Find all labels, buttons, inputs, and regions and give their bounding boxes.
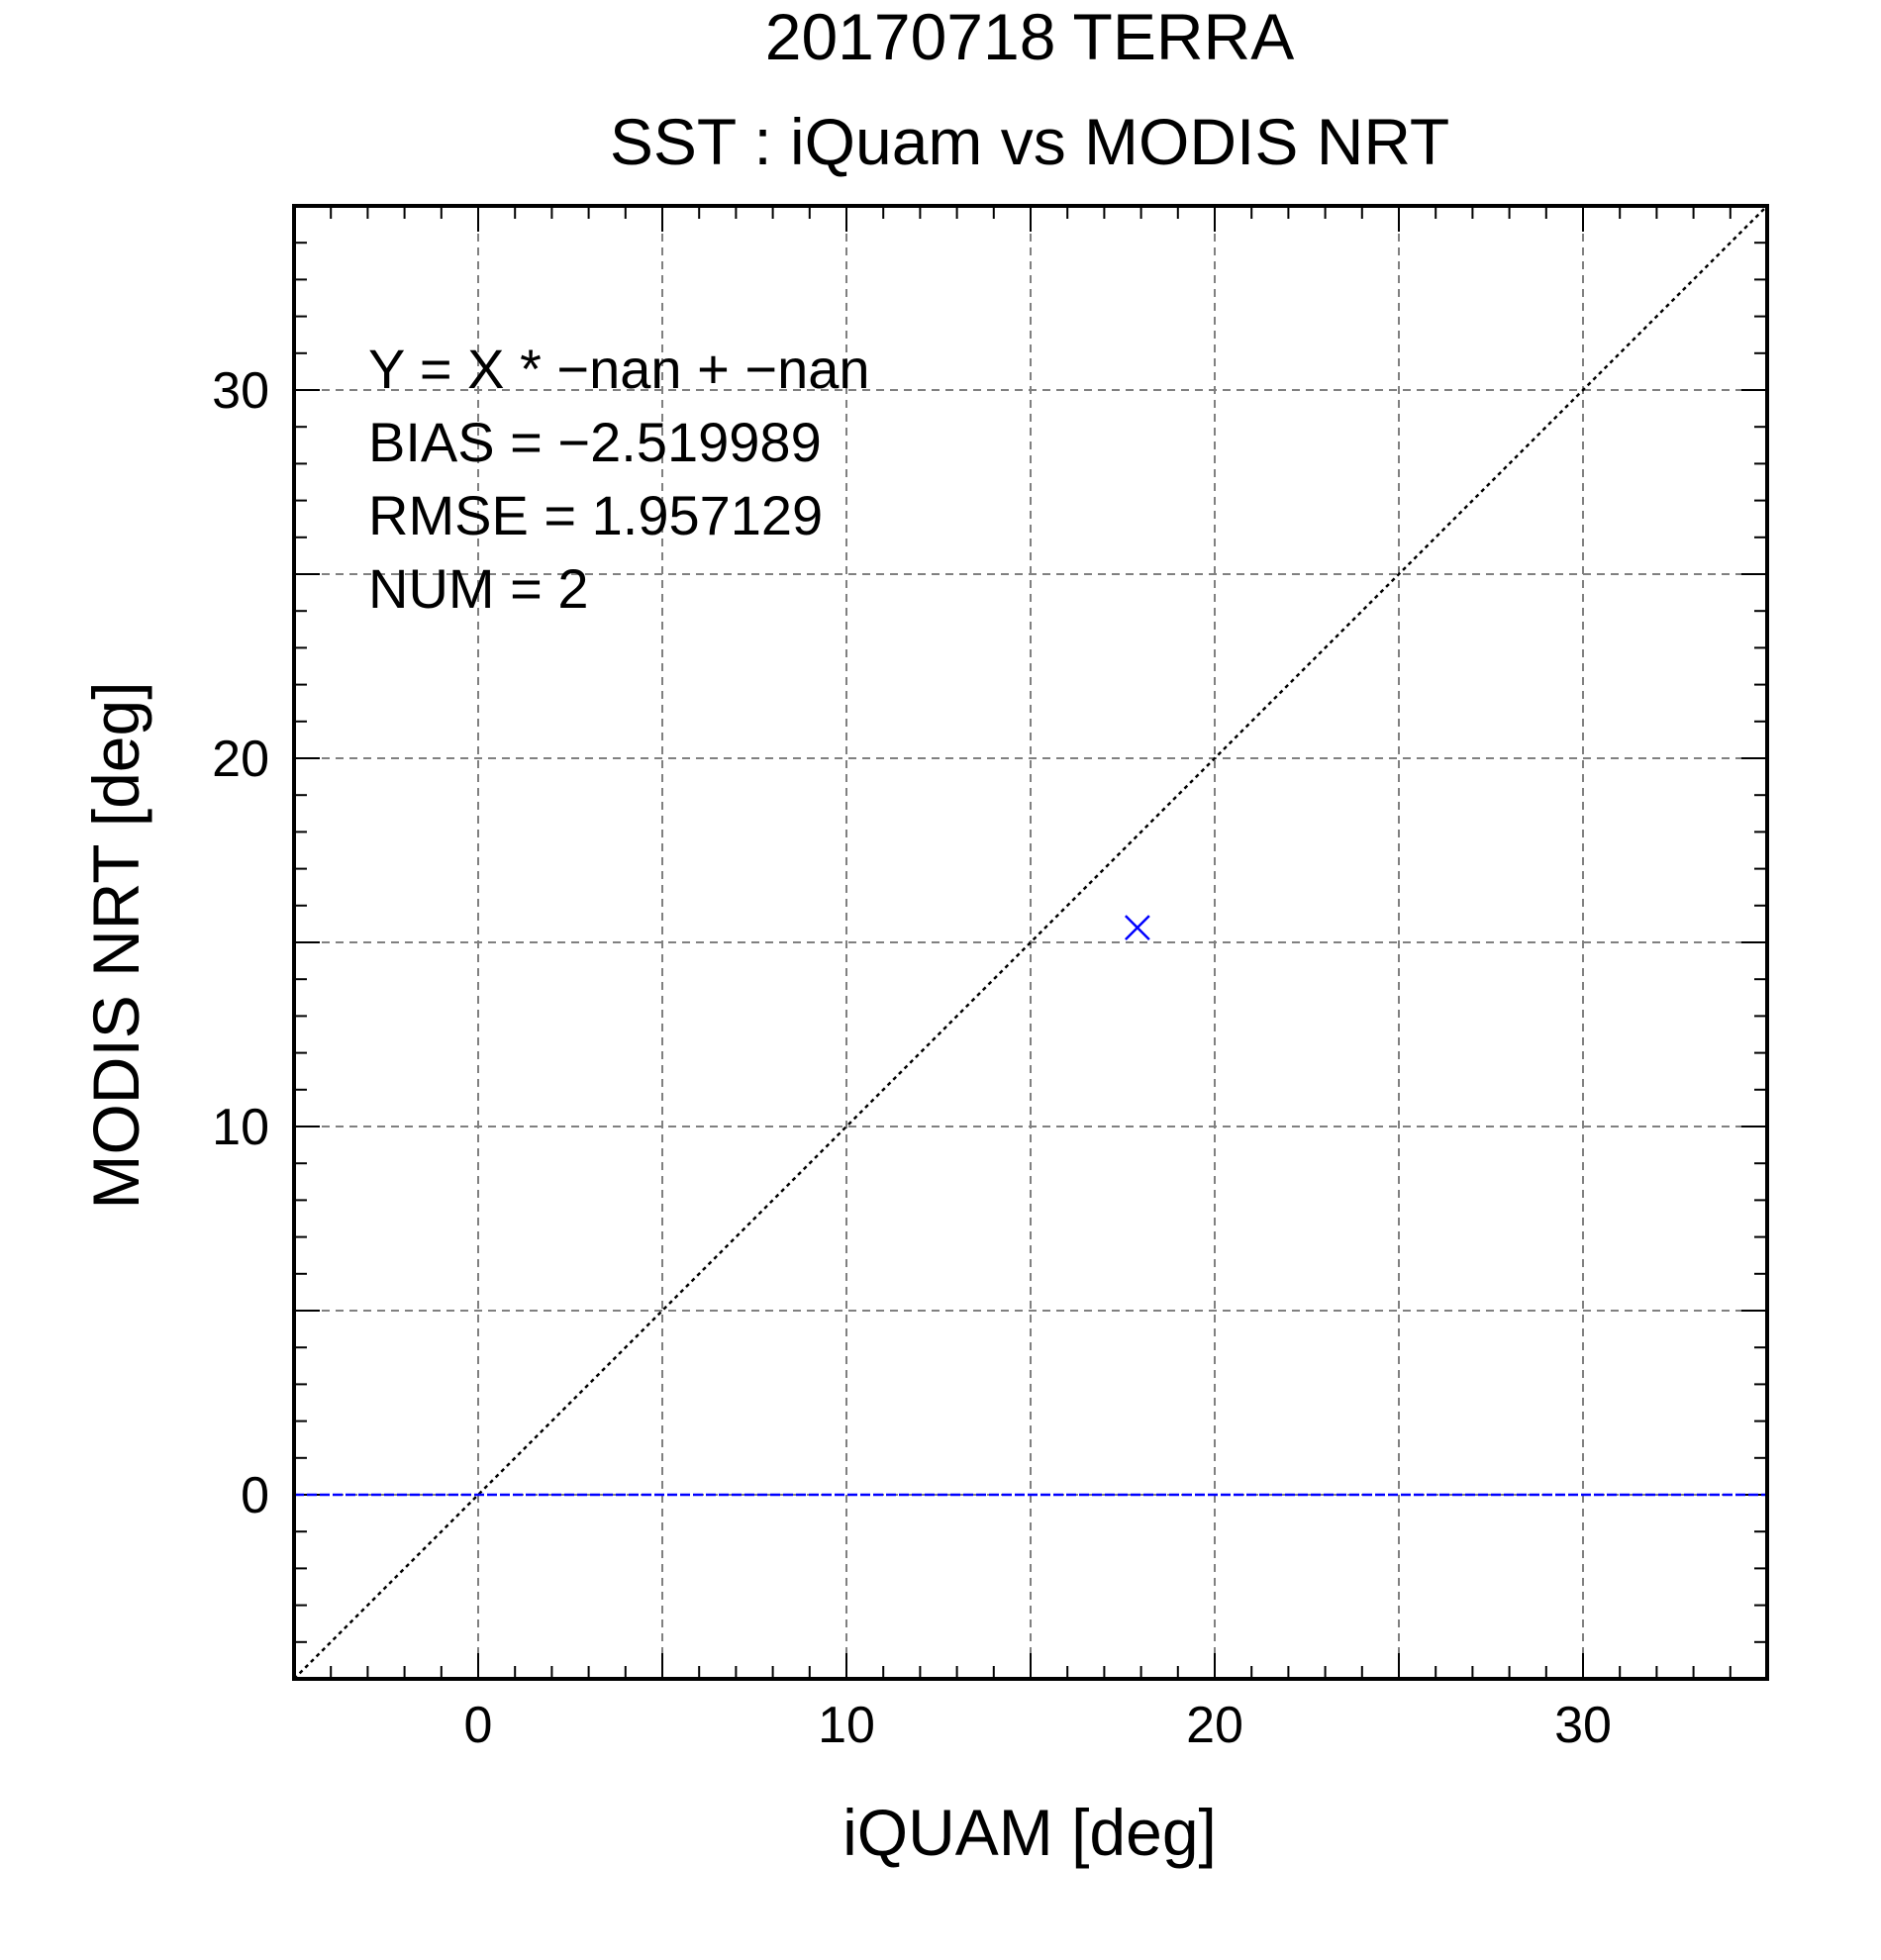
y-tick-label: 30 (212, 362, 269, 420)
y-tick-label: 0 (241, 1467, 269, 1524)
data-points (1124, 915, 1150, 941)
stats-line: NUM = 2 (368, 557, 589, 620)
ticks (293, 205, 1768, 1680)
reference-lines (293, 205, 1768, 1680)
y-tick-label: 20 (212, 731, 269, 788)
stats-line: RMSE = 1.957129 (368, 484, 823, 546)
data-point (1124, 915, 1150, 941)
x-axis-label: iQUAM [deg] (842, 1796, 1217, 1869)
chart-title: 20170718 TERRA (765, 0, 1294, 73)
chart-subtitle: SST : iQuam vs MODIS NRT (610, 105, 1449, 178)
stats-line: BIAS = −2.519989 (368, 411, 822, 473)
stats-line: Y = X * −nan + −nan (368, 338, 870, 400)
x-tick-label: 0 (464, 1697, 493, 1754)
y-tick-label: 10 (212, 1099, 269, 1156)
data-point-stroke (1124, 915, 1150, 941)
x-tick-label: 10 (818, 1697, 875, 1754)
x-tick-label: 30 (1554, 1697, 1612, 1754)
y-axis-label: MODIS NRT [deg] (79, 681, 152, 1209)
stats-annotations: Y = X * −nan + −nan BIAS = −2.519989 RMSE … (368, 338, 870, 620)
plot-frame (292, 204, 1769, 1681)
x-tick-labels: 0 10 20 30 (464, 1697, 1612, 1754)
identity-line (293, 205, 1768, 1680)
x-tick-label: 20 (1186, 1697, 1243, 1754)
y-tick-labels: 0 10 20 30 (212, 362, 269, 1524)
